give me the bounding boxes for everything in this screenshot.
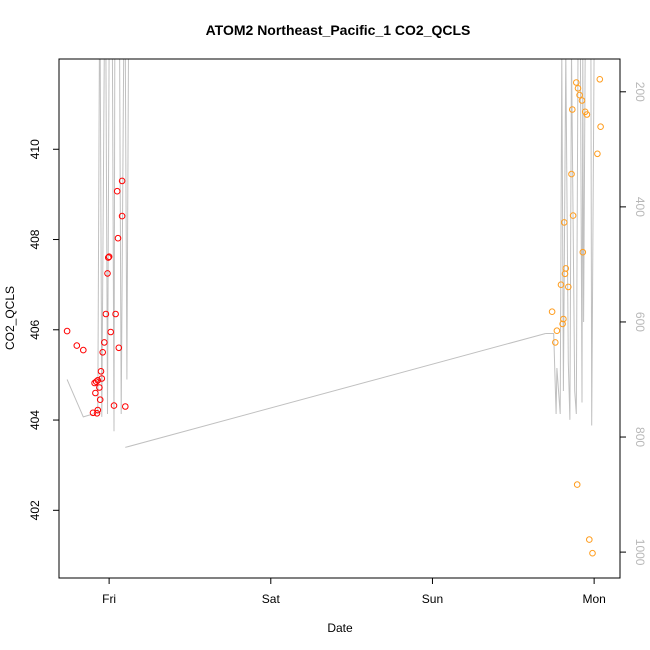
data-point-s1-21 <box>586 536 593 543</box>
data-point-s0-24 <box>114 234 122 242</box>
y-axis: 402 404 406 408 410 <box>28 139 59 520</box>
data-point-s0-1 <box>73 342 81 349</box>
plot-area <box>63 59 604 557</box>
x-tick-label: Mon <box>582 592 605 606</box>
y-tick-label: 402 <box>28 500 42 520</box>
data-point-s0-25 <box>115 344 123 352</box>
data-point-s1-5 <box>560 315 567 323</box>
data-point-s0-9 <box>94 406 102 414</box>
data-point-s1-17 <box>578 97 586 104</box>
data-point-s1-0 <box>548 308 556 316</box>
data-point-s1-9 <box>565 283 572 291</box>
data-point-s0-12 <box>97 368 105 375</box>
y-tick-label: 404 <box>28 410 42 430</box>
data-point-s1-18 <box>579 248 587 256</box>
data-point-s1-15 <box>574 85 582 92</box>
data-point-s0-10 <box>96 384 103 391</box>
data-point-s0-6 <box>92 378 100 386</box>
x-tick-label: Sun <box>422 592 443 606</box>
data-point-s1-11 <box>569 106 576 113</box>
data-point-s0-2 <box>80 346 87 354</box>
data-point-s0-3 <box>89 409 97 417</box>
line-segment-1 <box>97 59 129 432</box>
y2-tick-label: 200 <box>633 82 647 102</box>
data-point-s1-4 <box>559 320 566 328</box>
line-segment-2 <box>125 333 546 448</box>
y2-axis: 200 400 600 800 1000 <box>620 82 647 566</box>
data-point-s0-13 <box>98 375 106 382</box>
data-point-s0-26 <box>118 177 126 185</box>
data-point-s0-0 <box>63 327 71 335</box>
data-point-s0-7 <box>93 410 101 417</box>
data-point-s1-2 <box>553 327 561 335</box>
data-point-s1-12 <box>569 212 577 219</box>
data-point-s1-16 <box>576 91 583 99</box>
x-tick-label: Sat <box>262 592 281 606</box>
data-point-s1-13 <box>573 79 580 86</box>
data-point-s1-1 <box>552 339 559 346</box>
data-point-s1-23 <box>594 150 601 158</box>
plot-frame <box>58 58 621 579</box>
data-point-s0-16 <box>102 310 110 318</box>
chart-title: ATOM2 Northeast_Pacific_1 CO2_QCLS <box>206 22 471 38</box>
data-point-s0-5 <box>92 389 99 397</box>
data-point-s0-23 <box>113 187 121 195</box>
data-point-s0-15 <box>101 339 108 346</box>
data-point-s0-14 <box>99 349 106 356</box>
x-tick-label: Fri <box>102 592 116 606</box>
data-point-s1-25 <box>597 123 604 130</box>
data-point-s0-18 <box>105 254 112 261</box>
y2-tick-label: 600 <box>633 312 647 332</box>
y2-tick-label: 800 <box>633 427 647 447</box>
y-axis-label: CO2_QCLS <box>3 286 17 350</box>
data-point-s1-14 <box>573 481 581 488</box>
data-point-s1-20 <box>583 111 591 118</box>
data-point-s0-28 <box>122 403 129 410</box>
data-point-s1-8 <box>562 265 570 272</box>
data-point-s0-17 <box>104 270 111 277</box>
y-tick-label: 410 <box>28 139 42 159</box>
x-axis: Fri Sat Sun Mon <box>102 578 606 606</box>
data-point-s0-21 <box>110 402 118 409</box>
data-point-s1-22 <box>589 549 596 557</box>
data-point-s0-19 <box>105 253 113 261</box>
y2-tick-label: 400 <box>633 197 647 217</box>
data-point-s1-6 <box>560 219 568 226</box>
line-segment-0 <box>66 379 94 418</box>
data-point-s1-3 <box>557 281 565 289</box>
y-tick-label: 406 <box>28 319 42 339</box>
data-point-s0-8 <box>94 377 102 384</box>
data-point-s0-22 <box>112 310 119 318</box>
data-point-s1-24 <box>596 76 604 83</box>
y2-tick-label: 1000 <box>633 539 647 566</box>
data-point-s0-11 <box>96 396 104 404</box>
y-tick-label: 408 <box>28 229 42 249</box>
data-point-s0-27 <box>118 212 126 220</box>
data-point-s0-20 <box>107 328 114 336</box>
data-point-s1-10 <box>568 170 575 178</box>
line-segment-3 <box>545 59 595 426</box>
x-axis-label: Date <box>327 621 353 635</box>
